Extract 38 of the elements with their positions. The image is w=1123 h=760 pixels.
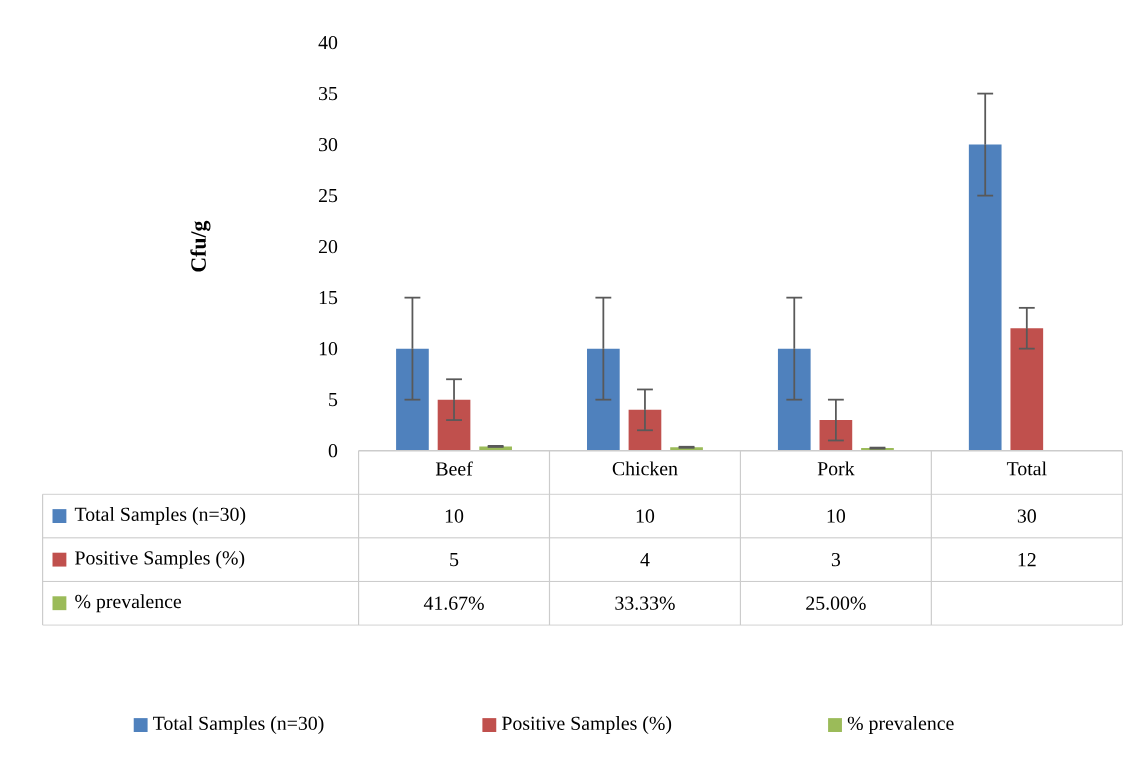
x-tick-label: Beef <box>435 461 473 476</box>
text: Positive Samples (%) <box>501 716 672 735</box>
data-label: 10 <box>445 509 464 523</box>
x-tick-label: Pork <box>817 461 855 476</box>
y-tick-label: 35 <box>319 87 338 101</box>
y-tick-label: 10 <box>319 342 338 356</box>
bar <box>437 399 471 451</box>
bar <box>1010 328 1044 451</box>
y-tick-label: 20 <box>318 240 338 254</box>
x-tick-label: Chicken <box>612 461 678 476</box>
data-label: 10 <box>827 509 846 523</box>
text: % prevalence <box>75 594 182 613</box>
legend-label: Positive Samples (%) <box>75 550 245 569</box>
data-label: 33.33% <box>615 596 675 611</box>
data-label: 5 <box>450 553 459 567</box>
data-label: 3 <box>831 553 841 567</box>
data-label: 12 <box>1018 553 1036 567</box>
bar <box>628 410 662 451</box>
legend-label: Total Samples (n=30) <box>74 507 246 526</box>
data-label: 25.00% <box>806 596 866 611</box>
y-tick-label: 0 <box>328 444 338 458</box>
data-label: 10 <box>636 509 655 523</box>
data-label: 4 <box>640 553 650 567</box>
text: Total Samples (n=30) <box>153 716 324 735</box>
bar <box>587 348 620 451</box>
bar <box>777 348 811 451</box>
bar <box>968 144 1002 451</box>
data-label: 41.67% <box>423 596 484 611</box>
legend-label: % prevalence <box>847 716 954 735</box>
y-tick-label: 30 <box>319 138 338 152</box>
y-tick-label: 15 <box>319 291 338 305</box>
bar <box>396 348 429 451</box>
y-axis-title: Cfu/g <box>190 220 211 272</box>
y-tick-label: 25 <box>318 189 338 203</box>
data-label: 30 <box>1017 509 1036 523</box>
y-tick-label: 5 <box>329 393 338 407</box>
x-tick-label: Total <box>1006 461 1047 476</box>
y-tick-label: 40 <box>318 36 338 50</box>
